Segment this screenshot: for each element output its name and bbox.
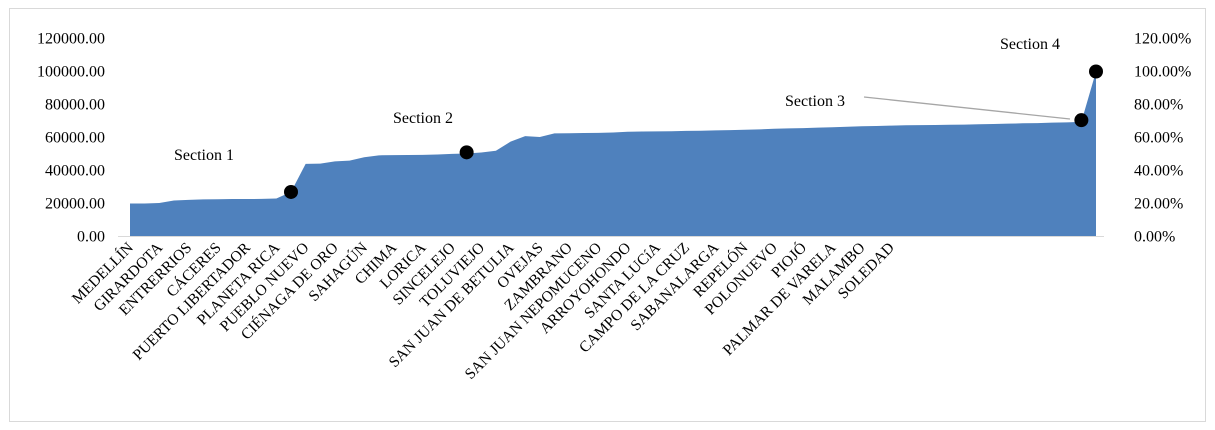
right-axis-tick-label: 80.00% <box>1134 97 1183 114</box>
right-axis-tick-label: 120.00% <box>1134 31 1191 48</box>
section-marker <box>1074 113 1089 128</box>
area-chart: 0.00 20000.00 40000.00 60000.00 80000.00 1000… <box>37 31 1191 383</box>
left-axis-tick-label: 20000.00 <box>45 196 105 213</box>
left-axis-tick-label: 120000.00 <box>37 31 105 48</box>
section-label: Section 2 <box>393 110 453 127</box>
left-axis-tick-label: 40000.00 <box>45 163 105 180</box>
right-axis-tick-label: 60.00% <box>1134 130 1183 147</box>
section-3-leader-line <box>863 96 1071 120</box>
right-axis-tick-label: 40.00% <box>1134 163 1183 180</box>
section-marker <box>284 184 298 199</box>
right-axis-tick-label: 0.00% <box>1134 229 1175 246</box>
section-label: Section 3 <box>785 93 845 110</box>
left-axis-tick-label: 80000.00 <box>45 97 105 114</box>
chart-frame: 0.00 20000.00 40000.00 60000.00 80000.00 1000… <box>9 8 1206 422</box>
right-axis-tick-label: 20.00% <box>1134 196 1183 213</box>
area-series <box>130 71 1096 237</box>
section-label: Section 4 <box>1000 36 1060 53</box>
right-axis-tick-label: 100.00% <box>1134 64 1191 81</box>
left-axis-tick-label: 100000.00 <box>37 64 105 81</box>
section-marker <box>459 145 474 160</box>
section-marker <box>1089 64 1103 79</box>
section-label: Section 1 <box>174 147 234 164</box>
left-axis-tick-label: 60000.00 <box>45 130 105 147</box>
left-axis-tick-label: 0.00 <box>77 229 105 246</box>
